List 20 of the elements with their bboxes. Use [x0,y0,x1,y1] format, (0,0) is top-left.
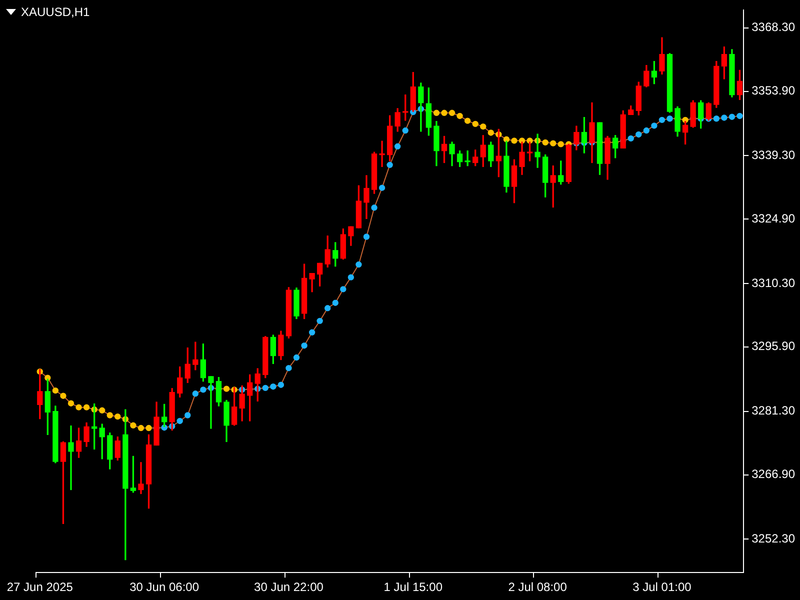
candlestick [379,140,385,167]
y-tick-label: 3281.30 [752,404,796,418]
x-tick-label: 30 Jun 22:00 [254,580,324,594]
x-tick-label: 3 Jul 01:00 [632,580,692,594]
y-tick-label: 3266.90 [752,467,796,482]
y-tick-label: 3252.30 [752,531,796,546]
y-tick-label: 3324.90 [752,211,796,226]
x-tick-label: 2 Jul 08:00 [508,580,568,594]
y-tick-label: 3353.90 [752,84,796,98]
candlestick [464,150,470,166]
x-tick-label: 27 Jun 2025 [6,580,74,594]
x-tick-label: 1 Jul 15:00 [384,580,443,594]
y-tick-label: 3368.30 [752,20,796,34]
x-tick-label: 30 Jun 06:00 [130,580,200,594]
y-tick-label: 3339.30 [752,148,796,162]
y-tick-label: 3295.90 [752,339,796,354]
chart-title: XAUUSD,H1 [21,5,90,19]
y-tick-label: 3310.30 [752,276,796,290]
candlestick [68,426,74,490]
candlestick [138,462,144,494]
